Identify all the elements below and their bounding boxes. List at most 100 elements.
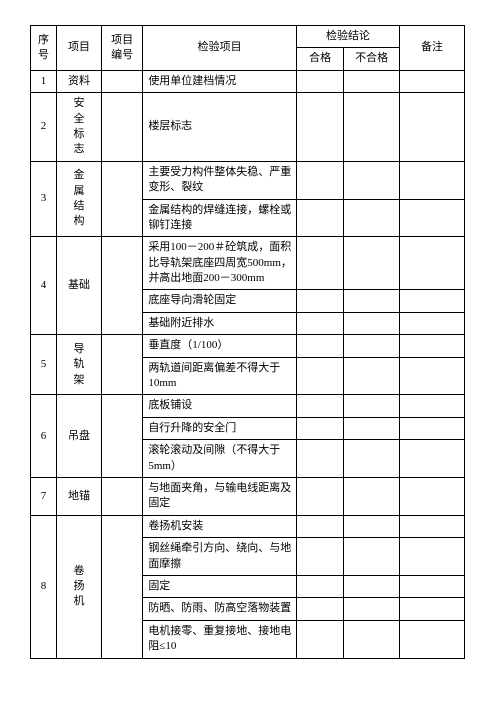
cell-project-no	[101, 70, 142, 92]
cell-fail	[344, 335, 400, 357]
cell-remark	[399, 290, 464, 312]
header-project: 项目	[57, 26, 102, 71]
cell-pass	[297, 290, 344, 312]
cell-pass	[297, 237, 344, 290]
header-inspection-item: 检验项目	[143, 26, 297, 71]
cell-remark	[399, 477, 464, 515]
cell-pass	[297, 395, 344, 417]
cell-seq: 5	[31, 335, 57, 395]
cell-project-no	[101, 335, 142, 395]
cell-project: 金属结构	[57, 161, 102, 237]
cell-remark	[399, 598, 464, 620]
cell-pass	[297, 357, 344, 395]
cell-pass	[297, 93, 344, 162]
cell-project: 安全标志	[57, 93, 102, 162]
table-row: 8卷扬机卷扬机安装	[31, 515, 465, 537]
cell-remark	[399, 70, 464, 92]
cell-pass	[297, 161, 344, 199]
cell-pass	[297, 335, 344, 357]
cell-pass	[297, 620, 344, 658]
cell-project: 卷扬机	[57, 515, 102, 658]
cell-remark	[399, 417, 464, 439]
cell-seq: 6	[31, 395, 57, 478]
header-result: 检验结论	[297, 26, 400, 48]
cell-fail	[344, 199, 400, 237]
cell-seq: 8	[31, 515, 57, 658]
cell-fail	[344, 357, 400, 395]
cell-fail	[344, 312, 400, 334]
cell-pass	[297, 538, 344, 576]
cell-inspection-item: 卷扬机安装	[143, 515, 297, 537]
cell-inspection-item: 底板铺设	[143, 395, 297, 417]
cell-pass	[297, 440, 344, 478]
cell-remark	[399, 440, 464, 478]
cell-project: 资料	[57, 70, 102, 92]
cell-inspection-item: 采用100－200＃砼筑成，面积比导轨架底座四周宽500mm，并高出地面200－…	[143, 237, 297, 290]
cell-pass	[297, 312, 344, 334]
cell-remark	[399, 357, 464, 395]
table-row: 6吊盘底板铺设	[31, 395, 465, 417]
cell-project: 地锚	[57, 477, 102, 515]
header-fail: 不合格	[344, 48, 400, 70]
cell-project: 吊盘	[57, 395, 102, 478]
table-row: 5导轨架垂直度（1/100）	[31, 335, 465, 357]
cell-seq: 2	[31, 93, 57, 162]
cell-inspection-item: 主要受力构件整体失稳、严重变形、裂纹	[143, 161, 297, 199]
cell-remark	[399, 575, 464, 597]
cell-fail	[344, 575, 400, 597]
cell-inspection-item: 基础附近排水	[143, 312, 297, 334]
cell-fail	[344, 538, 400, 576]
cell-project-no	[101, 477, 142, 515]
cell-fail	[344, 93, 400, 162]
cell-fail	[344, 161, 400, 199]
cell-inspection-item: 滚轮滚动及间隙（不得大于5mm）	[143, 440, 297, 478]
cell-inspection-item: 自行升降的安全门	[143, 417, 297, 439]
cell-fail	[344, 477, 400, 515]
cell-fail	[344, 515, 400, 537]
cell-inspection-item: 钢丝绳牵引方向、绕向、与地面摩擦	[143, 538, 297, 576]
cell-inspection-item: 底座导向滑轮固定	[143, 290, 297, 312]
cell-inspection-item: 使用单位建档情况	[143, 70, 297, 92]
table-row: 3金属结构主要受力构件整体失稳、严重变形、裂纹	[31, 161, 465, 199]
cell-seq: 3	[31, 161, 57, 237]
cell-remark	[399, 395, 464, 417]
cell-seq: 7	[31, 477, 57, 515]
header-row-1: 序号 项目 项目编号 检验项目 检验结论 备注	[31, 26, 465, 48]
cell-pass	[297, 515, 344, 537]
cell-pass	[297, 199, 344, 237]
cell-project-no	[101, 515, 142, 658]
cell-remark	[399, 237, 464, 290]
header-remark: 备注	[399, 26, 464, 71]
cell-pass	[297, 598, 344, 620]
cell-remark	[399, 620, 464, 658]
cell-remark	[399, 515, 464, 537]
header-project-no: 项目编号	[101, 26, 142, 71]
cell-project-no	[101, 395, 142, 478]
table-row: 4基础采用100－200＃砼筑成，面积比导轨架底座四周宽500mm，并高出地面2…	[31, 237, 465, 290]
cell-project-no	[101, 161, 142, 237]
cell-project: 基础	[57, 237, 102, 335]
cell-remark	[399, 538, 464, 576]
cell-inspection-item: 垂直度（1/100）	[143, 335, 297, 357]
cell-inspection-item: 防晒、防雨、防高空落物装置	[143, 598, 297, 620]
cell-project-no	[101, 93, 142, 162]
cell-project-no	[101, 237, 142, 335]
cell-pass	[297, 417, 344, 439]
cell-fail	[344, 237, 400, 290]
cell-pass	[297, 477, 344, 515]
cell-seq: 4	[31, 237, 57, 335]
header-seq: 序号	[31, 26, 57, 71]
cell-seq: 1	[31, 70, 57, 92]
cell-fail	[344, 440, 400, 478]
cell-remark	[399, 93, 464, 162]
cell-inspection-item: 金属结构的焊缝连接，螺栓或铆钉连接	[143, 199, 297, 237]
cell-pass	[297, 575, 344, 597]
cell-remark	[399, 199, 464, 237]
inspection-table: 序号 项目 项目编号 检验项目 检验结论 备注 合格 不合格 1资料 使用单位建档…	[30, 25, 465, 659]
cell-remark	[399, 312, 464, 334]
cell-pass	[297, 70, 344, 92]
table-row: 1资料 使用单位建档情况	[31, 70, 465, 92]
cell-fail	[344, 290, 400, 312]
table-row: 7地锚与地面夹角，与输电线距离及固定	[31, 477, 465, 515]
header-pass: 合格	[297, 48, 344, 70]
